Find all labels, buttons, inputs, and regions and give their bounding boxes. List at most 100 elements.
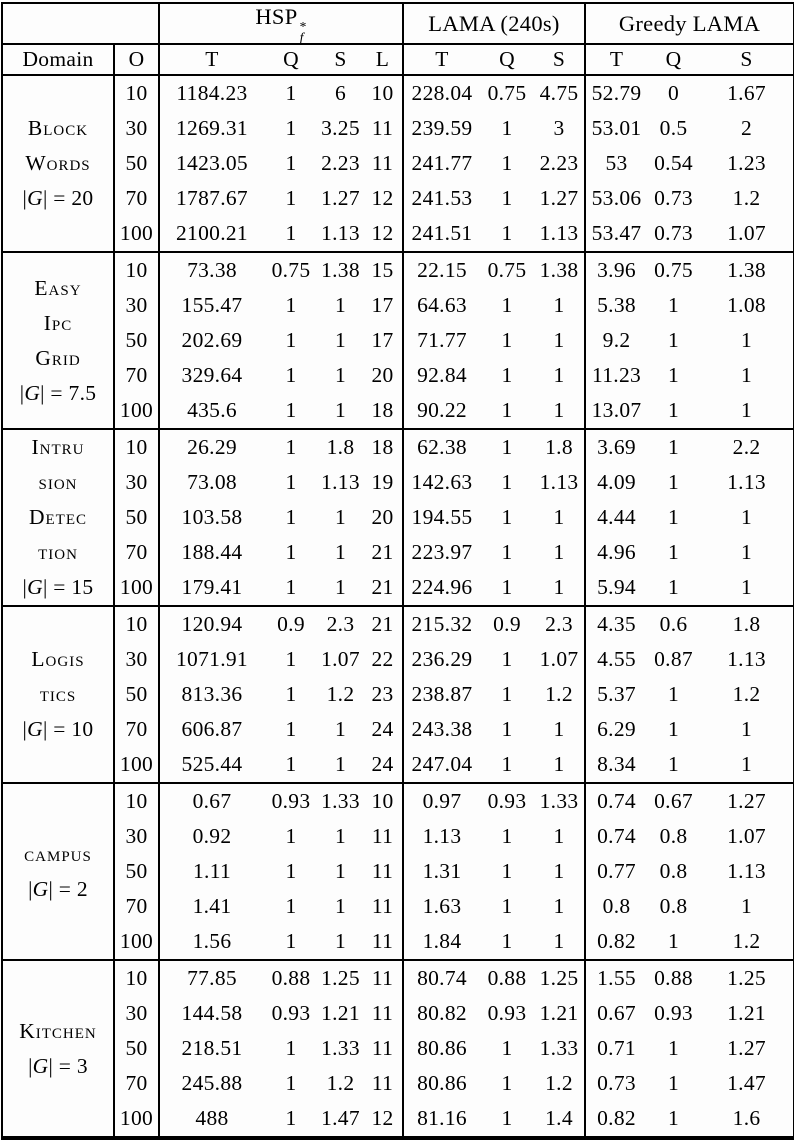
- value-cell: 1: [334, 293, 347, 317]
- value-cell: 1: [668, 929, 680, 953]
- value-cell: 1: [285, 929, 297, 953]
- value-cell: 12: [363, 181, 404, 216]
- value-cell: 144.58: [181, 1001, 243, 1025]
- value-cell: 1: [668, 752, 680, 776]
- value-cell: 0.93: [487, 789, 527, 813]
- domain-name-line: Detec: [28, 505, 88, 529]
- value-cell: 1.33: [321, 789, 360, 813]
- value-cell: 90.22: [417, 398, 467, 422]
- value-cell: 188.44: [181, 540, 243, 564]
- value-cell: 1: [741, 752, 753, 776]
- value-cell: 22: [363, 642, 404, 677]
- value-cell: 1: [501, 328, 513, 352]
- table-row: 50 103.58 1 1 20 194.55 1 1 4.44 1 1: [2, 500, 794, 535]
- value-cell: 1.25: [534, 960, 587, 996]
- value-cell: 1: [285, 328, 297, 352]
- value-cell: 1: [285, 540, 297, 564]
- value-cell: 1.8: [326, 435, 355, 459]
- value-cell: 1071.91: [176, 647, 248, 671]
- domain-label: Logis tics |G| = 10: [2, 606, 115, 783]
- value-cell: 224.96: [411, 575, 473, 599]
- hsp-subscript: f: [299, 30, 304, 45]
- value-cell: 1.47: [321, 1106, 360, 1130]
- value-cell: 435.6: [187, 398, 237, 422]
- value-cell: 1: [285, 398, 297, 422]
- table-row: 70 245.88 1 1.2 11 80.86 1 1.2 0.73 1 1.47: [2, 1066, 794, 1101]
- table-row: campus |G| = 2 10 0.67 0.93 1.33 10 0.97 0.93 1.3…: [2, 783, 794, 960]
- value-cell: 1: [534, 323, 587, 358]
- value-cell: 17: [363, 288, 404, 323]
- value-cell: 5.94: [597, 575, 636, 599]
- value-cell: 21: [363, 570, 404, 606]
- value-cell: 1.27: [727, 789, 766, 813]
- value-cell: 1: [501, 505, 513, 529]
- value-cell: 1.4: [534, 1101, 587, 1138]
- table-row: 30 155.47 1 1 17 64.63 1 1 5.38 1 1.08: [2, 288, 794, 323]
- value-cell: 0.8: [659, 894, 688, 918]
- value-cell: 0.9: [493, 612, 521, 636]
- observability-cell: 30: [114, 996, 160, 1031]
- value-cell: 1: [285, 293, 297, 317]
- value-cell: 1: [285, 1036, 297, 1060]
- value-cell: 0.67: [597, 1001, 636, 1025]
- observability-cell: 70: [114, 889, 160, 924]
- value-cell: 1: [741, 328, 753, 352]
- lama-Q-header: Q: [480, 44, 534, 76]
- value-cell: 245.88: [181, 1071, 243, 1095]
- domain-name-line: Ipc: [43, 310, 73, 335]
- corner-cell: [2, 3, 160, 45]
- value-cell: 1: [741, 894, 753, 918]
- domain-name-line: Kitchen: [19, 1018, 97, 1043]
- value-cell: 1.2: [534, 1066, 587, 1101]
- value-cell: 26.29: [187, 435, 237, 459]
- value-cell: 3.25: [321, 116, 360, 140]
- greedy-S-header: S: [700, 44, 794, 76]
- value-cell: 1: [501, 398, 513, 422]
- value-cell: 18: [363, 429, 404, 465]
- value-cell: 1: [285, 470, 297, 494]
- domain-name-line: Logis: [31, 647, 85, 671]
- value-cell: 0.75: [271, 258, 311, 282]
- greedy-Q-header: Q: [647, 44, 701, 76]
- goal-set-size: |G| = 7.5: [19, 380, 97, 405]
- value-cell: 1: [501, 894, 513, 918]
- value-cell: 236.29: [411, 647, 473, 671]
- value-cell: 0.5: [659, 116, 688, 140]
- value-cell: 1: [285, 435, 297, 459]
- value-cell: 1.2: [326, 1071, 355, 1095]
- value-cell: 71.77: [417, 328, 467, 352]
- value-cell: 92.84: [417, 363, 467, 387]
- value-cell: 1.2: [732, 929, 761, 953]
- table-row: 70 1787.67 1 1.27 12 241.53 1 1.27 53.06 0.73 1.2: [2, 181, 794, 216]
- value-cell: 1184.23: [176, 81, 248, 105]
- value-cell: 2.3: [326, 612, 355, 636]
- value-cell: 80.82: [417, 1001, 467, 1025]
- value-cell: 1.31: [422, 859, 462, 883]
- value-cell: 10: [363, 75, 404, 111]
- domain-group: campus |G| = 2 10 0.67 0.93 1.33 10 0.97 0.93 1.3…: [2, 783, 794, 960]
- value-cell: 0.93: [271, 789, 311, 813]
- value-cell: 1: [334, 505, 347, 529]
- hsp-T-header: T: [159, 44, 264, 76]
- value-cell: 1.13: [727, 647, 766, 671]
- value-cell: 228.04: [411, 81, 473, 105]
- value-cell: 1: [334, 363, 347, 387]
- value-cell: 1.21: [534, 996, 587, 1031]
- value-cell: 10: [363, 783, 404, 819]
- value-cell: 0.82: [597, 1106, 636, 1130]
- value-cell: 1: [668, 328, 680, 352]
- domain-group: Easy Ipc Grid |G| = 7.5 10 73.38 0.75 1.38 15 22.…: [2, 252, 794, 429]
- value-cell: 1: [501, 824, 513, 848]
- hsp-base-label: HSP: [255, 4, 298, 29]
- domain-group: Logis tics |G| = 10 10 120.94 0.9 2.3 21 215.32 0…: [2, 606, 794, 783]
- value-cell: 1: [501, 221, 513, 245]
- value-cell: 247.04: [411, 752, 473, 776]
- value-cell: 1: [534, 500, 587, 535]
- value-cell: 1: [534, 889, 587, 924]
- greedy-T-header: T: [585, 44, 648, 76]
- table-row: 30 1269.31 1 3.25 11 239.59 1 3 53.01 0.5 2: [2, 111, 794, 146]
- value-cell: 1: [285, 116, 297, 140]
- value-cell: 1: [741, 505, 753, 529]
- observability-cell: 50: [114, 500, 160, 535]
- value-cell: 0.87: [654, 647, 693, 671]
